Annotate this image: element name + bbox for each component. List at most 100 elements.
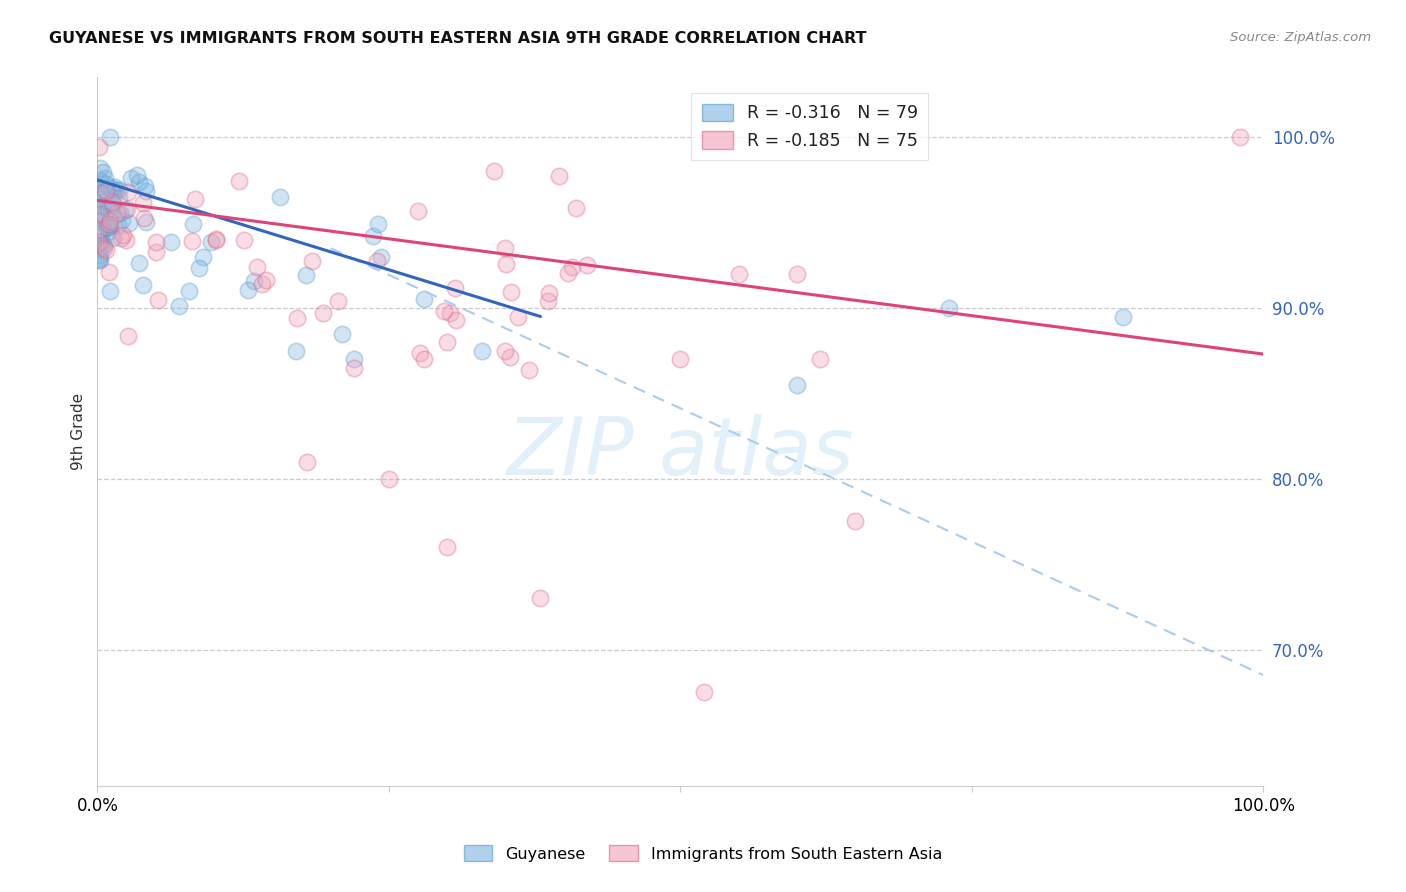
Point	[118, 216, 141, 230]
Point	[87, 179, 110, 194]
Point	[89, 173, 111, 187]
Point	[343, 360, 366, 375]
Point	[938, 301, 960, 315]
Point	[499, 350, 522, 364]
Text: ZIP atlas: ZIP atlas	[506, 414, 855, 492]
Point	[160, 235, 183, 249]
Point	[108, 191, 131, 205]
Point	[285, 310, 308, 325]
Point	[87, 235, 110, 250]
Point	[93, 241, 115, 255]
Point	[1112, 310, 1135, 324]
Point	[108, 183, 131, 197]
Point	[98, 217, 121, 231]
Point	[103, 179, 125, 194]
Point	[311, 306, 333, 320]
Point	[89, 198, 111, 212]
Point	[96, 220, 118, 235]
Point	[169, 299, 191, 313]
Point	[238, 283, 260, 297]
Point	[529, 591, 551, 606]
Point	[89, 161, 111, 175]
Point	[1229, 130, 1251, 145]
Point	[115, 233, 138, 247]
Point	[115, 202, 138, 217]
Point	[128, 175, 150, 189]
Point	[87, 207, 110, 221]
Point	[89, 209, 111, 223]
Point	[89, 248, 111, 262]
Point	[146, 293, 169, 307]
Point	[107, 219, 129, 233]
Point	[93, 210, 115, 224]
Point	[114, 202, 136, 217]
Point	[94, 170, 117, 185]
Point	[98, 264, 121, 278]
Point	[537, 285, 560, 300]
Point	[145, 244, 167, 259]
Point	[200, 235, 222, 250]
Point	[330, 326, 353, 341]
Point	[269, 190, 291, 204]
Point	[808, 352, 831, 367]
Text: Source: ZipAtlas.com: Source: ZipAtlas.com	[1230, 31, 1371, 45]
Point	[366, 254, 388, 268]
Point	[506, 310, 529, 325]
Point	[87, 242, 110, 256]
Point	[125, 168, 148, 182]
Point	[110, 206, 132, 220]
Point	[91, 212, 114, 227]
Point	[87, 222, 110, 236]
Point	[105, 206, 128, 220]
Point	[100, 219, 122, 234]
Legend: R = -0.316   N = 79, R = -0.185   N = 75: R = -0.316 N = 79, R = -0.185 N = 75	[692, 93, 928, 161]
Point	[177, 284, 200, 298]
Point	[301, 253, 323, 268]
Point	[93, 238, 115, 252]
Point	[94, 244, 117, 258]
Point	[243, 274, 266, 288]
Point	[228, 174, 250, 188]
Point	[91, 239, 114, 253]
Point	[501, 285, 523, 299]
Legend: Guyanese, Immigrants from South Eastern Asia: Guyanese, Immigrants from South Eastern …	[457, 839, 949, 868]
Point	[87, 192, 110, 206]
Point	[90, 226, 112, 240]
Point	[439, 306, 461, 320]
Point	[89, 213, 111, 227]
Point	[188, 260, 211, 275]
Point	[98, 130, 121, 145]
Point	[97, 217, 120, 231]
Point	[412, 293, 434, 307]
Point	[97, 202, 120, 216]
Point	[134, 179, 156, 194]
Point	[284, 343, 307, 358]
Point	[205, 233, 228, 247]
Point	[517, 363, 540, 377]
Text: GUYANESE VS IMMIGRANTS FROM SOUTH EASTERN ASIA 9TH GRADE CORRELATION CHART: GUYANESE VS IMMIGRANTS FROM SOUTH EASTER…	[49, 31, 866, 46]
Point	[98, 189, 121, 203]
Point	[110, 231, 132, 245]
Point	[87, 252, 110, 267]
Y-axis label: 9th Grade: 9th Grade	[72, 393, 86, 470]
Point	[98, 284, 121, 298]
Point	[361, 229, 384, 244]
Point	[87, 251, 110, 265]
Point	[181, 217, 204, 231]
Point	[436, 540, 458, 554]
Point	[181, 234, 204, 248]
Point	[557, 266, 579, 280]
Point	[232, 233, 254, 247]
Point	[433, 304, 456, 318]
Point	[297, 455, 319, 469]
Point	[96, 196, 118, 211]
Point	[98, 224, 121, 238]
Point	[101, 195, 124, 210]
Point	[128, 256, 150, 270]
Point	[343, 352, 366, 367]
Point	[132, 211, 155, 226]
Point	[547, 169, 569, 183]
Point	[89, 186, 111, 201]
Point	[101, 197, 124, 211]
Point	[135, 184, 157, 198]
